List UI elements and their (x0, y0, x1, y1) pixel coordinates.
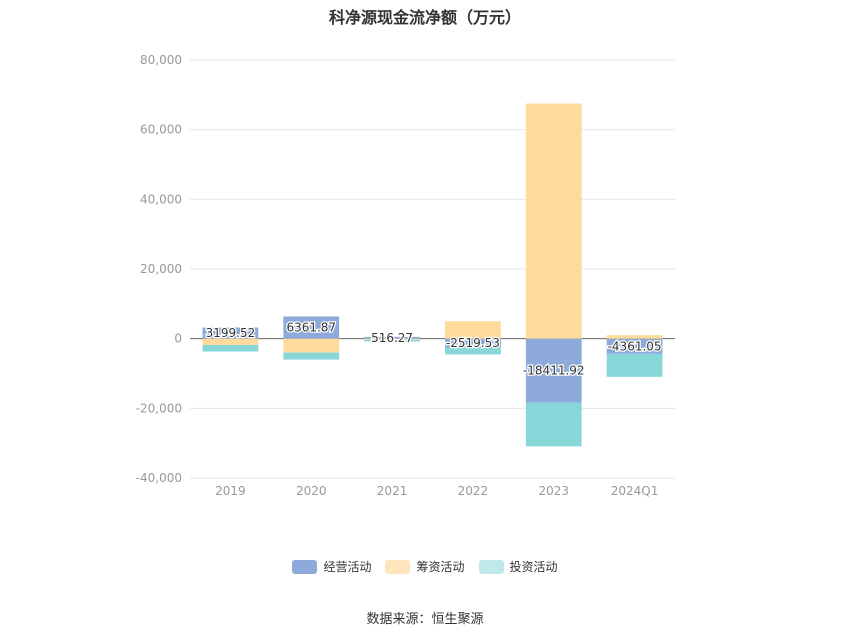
x-tick-label: 2024Q1 (611, 484, 659, 498)
bar-investing (364, 339, 420, 342)
bar-operating (364, 336, 420, 339)
legend-swatch-investing (478, 559, 504, 574)
data-label: -4361.05 (608, 339, 662, 353)
bar-operating (202, 327, 259, 339)
legend-item-financing[interactable]: 筹资活动 (385, 558, 465, 575)
x-tick-label: 2023 (538, 484, 569, 498)
y-tick-label: -20,000 (136, 401, 182, 415)
x-tick-label: 2019 (215, 484, 246, 498)
bar-investing (445, 347, 501, 355)
y-tick-label: 40,000 (140, 192, 182, 206)
bar-financing (445, 321, 501, 339)
data-label: 516.27 (371, 331, 413, 345)
y-tick-label: 80,000 (140, 53, 182, 67)
legend-item-operating[interactable]: 经营活动 (292, 558, 371, 575)
bar-operating (606, 338, 663, 354)
bar-financing (525, 103, 582, 339)
data-label: -18411.92 (523, 364, 585, 378)
y-tick-label: -40,000 (136, 471, 182, 485)
bar-financing (202, 338, 259, 345)
data-label: -2519.53 (446, 336, 500, 350)
y-tick-label: 0 (174, 332, 182, 346)
bar-operating (525, 338, 582, 403)
legend: 经营活动 筹资活动 投资活动 (0, 558, 850, 575)
legend-swatch-operating (292, 559, 318, 574)
x-tick-label: 2020 (296, 484, 327, 498)
bar-financing (283, 338, 340, 353)
y-tick-label: 20,000 (140, 262, 182, 276)
data-label: 6361.87 (286, 321, 336, 335)
bar-investing (606, 353, 663, 377)
bar-operating (445, 338, 501, 348)
legend-label-operating: 经营活动 (323, 560, 372, 574)
legend-label-financing: 筹资活动 (416, 560, 465, 574)
y-tick-label: 60,000 (140, 123, 182, 137)
bar-financing (606, 335, 663, 339)
legend-swatch-financing (385, 559, 411, 574)
data-source: 数据来源：恒生聚源 (366, 612, 484, 627)
bar-investing (283, 352, 340, 360)
legend-label-investing: 投资活动 (509, 560, 558, 574)
chart-title: 科净源现金流净额（万元） (328, 8, 521, 27)
x-tick-label: 2022 (458, 484, 489, 498)
bar-investing (525, 402, 582, 447)
legend-item-investing[interactable]: 投资活动 (478, 558, 558, 575)
x-tick-label: 2021 (377, 484, 408, 498)
data-label: 3199.52 (206, 326, 256, 340)
bar-financing (364, 338, 420, 340)
bar-operating (283, 316, 340, 339)
chart-plot: 80,000 60,000 40,000 20,000 0 -20,000 -40,000 2… (136, 53, 675, 498)
bar-investing (202, 344, 259, 352)
